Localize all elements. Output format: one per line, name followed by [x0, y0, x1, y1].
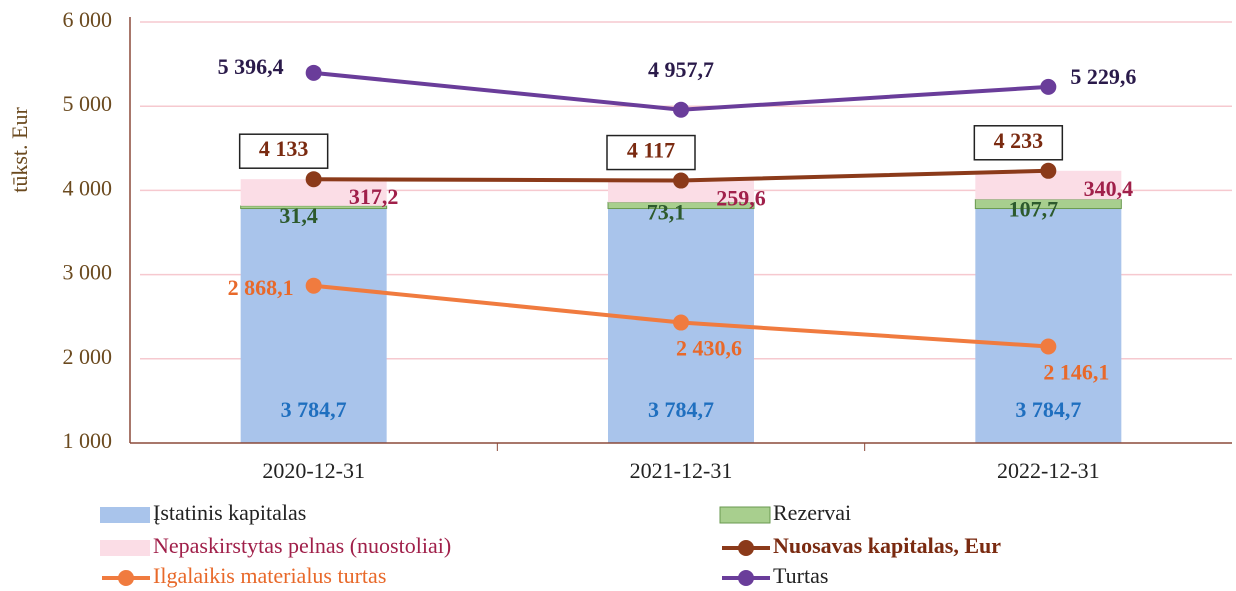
data-label: 317,2	[349, 184, 399, 209]
y-tick-label: 1 000	[63, 428, 113, 453]
legend-marker	[118, 570, 134, 586]
legend-label: Rezervai	[773, 500, 851, 525]
data-label: 340,4	[1084, 176, 1134, 201]
y-tick-label: 3 000	[63, 260, 113, 285]
x-tick-label: 2022-12-31	[997, 458, 1100, 483]
data-label: 5 229,6	[1070, 64, 1136, 89]
data-label: 259,6	[716, 186, 766, 211]
data-label: 107,7	[1009, 197, 1059, 222]
data-label: 3 784,7	[281, 397, 347, 422]
data-label: 4 233	[994, 128, 1044, 153]
legend-swatch	[100, 507, 150, 523]
line-marker	[305, 277, 322, 294]
y-tick-label: 4 000	[63, 175, 113, 200]
line-marker	[673, 101, 689, 118]
label-box	[606, 134, 696, 171]
bar-segment	[240, 208, 387, 443]
y-tick-label: 5 000	[63, 91, 113, 116]
data-label: 2 868,1	[228, 275, 294, 300]
legend-label: Įstatinis kapitalas	[153, 500, 306, 525]
legend-marker	[738, 570, 754, 586]
label-box	[973, 125, 1064, 161]
data-label: 2 146,1	[1043, 360, 1109, 385]
legend-swatch	[100, 540, 150, 556]
legend-label: Turtas	[773, 563, 828, 588]
x-tick-label: 2020-12-31	[262, 458, 365, 483]
legend-marker	[738, 540, 754, 556]
data-label: 2 430,6	[676, 336, 742, 361]
bar-segment	[975, 208, 1122, 443]
line-marker	[673, 172, 689, 189]
line-marker	[1040, 162, 1057, 179]
line-marker	[673, 314, 689, 331]
y-tick-label: 6 000	[63, 7, 113, 32]
line-marker	[1040, 78, 1057, 95]
line-marker	[1040, 338, 1057, 355]
x-tick-label: 2021-12-31	[630, 458, 733, 483]
legend-label: Nuosavas kapitalas, Eur	[773, 533, 1001, 558]
data-label: 31,4	[279, 203, 318, 228]
legend-swatch	[719, 506, 771, 524]
legend-label: Ilgalaikis materialus turtas	[153, 563, 386, 588]
bar-segment	[608, 180, 754, 203]
y-tick-label: 2 000	[63, 344, 113, 369]
data-label: 3 784,7	[648, 397, 714, 422]
legend-label: Nepaskirstytas pelnas (nuostoliai)	[153, 533, 451, 558]
label-box	[238, 133, 329, 169]
data-label: 4 133	[259, 136, 309, 161]
y-axis-label: tūkst. Eur	[7, 107, 32, 193]
data-label: 73,1	[647, 199, 686, 224]
line-marker	[305, 64, 322, 81]
line-marker	[305, 171, 322, 188]
data-label: 4 117	[627, 138, 675, 163]
data-label: 3 784,7	[1015, 397, 1081, 422]
data-label: 5 396,4	[218, 54, 284, 79]
data-label: 4 957,7	[648, 57, 714, 82]
